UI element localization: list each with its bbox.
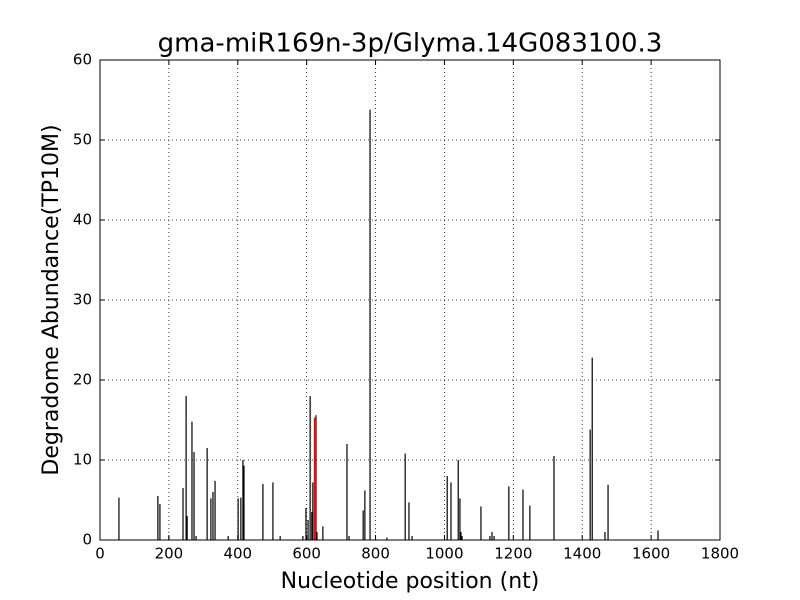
x-tick-label: 400 — [223, 545, 252, 563]
x-tick-label: 800 — [361, 545, 390, 563]
y-tick-label: 40 — [73, 211, 92, 229]
y-axis-label: Degradome Abundance(TP10M) — [39, 124, 64, 475]
x-tick-label: 200 — [155, 545, 184, 563]
y-tick-label: 10 — [73, 451, 92, 469]
x-tick-label: 1200 — [494, 545, 532, 563]
x-tick-label: 1000 — [425, 545, 463, 563]
y-tick-label: 0 — [82, 531, 92, 549]
x-axis-label: Nucleotide position (nt) — [281, 569, 540, 594]
x-tick-label: 1800 — [701, 545, 739, 563]
x-tick-label: 1400 — [563, 545, 601, 563]
x-tick-label: 1600 — [632, 545, 670, 563]
x-tick-label: 600 — [292, 545, 321, 563]
y-tick-label: 30 — [73, 291, 92, 309]
y-tick-label: 20 — [73, 371, 92, 389]
x-tick-label: 0 — [95, 545, 105, 563]
chart-title: gma-miR169n-3p/Glyma.14G083100.3 — [158, 29, 663, 59]
plot-frame — [99, 59, 721, 541]
y-tick-label: 60 — [73, 51, 92, 69]
y-tick-label: 50 — [73, 131, 92, 149]
